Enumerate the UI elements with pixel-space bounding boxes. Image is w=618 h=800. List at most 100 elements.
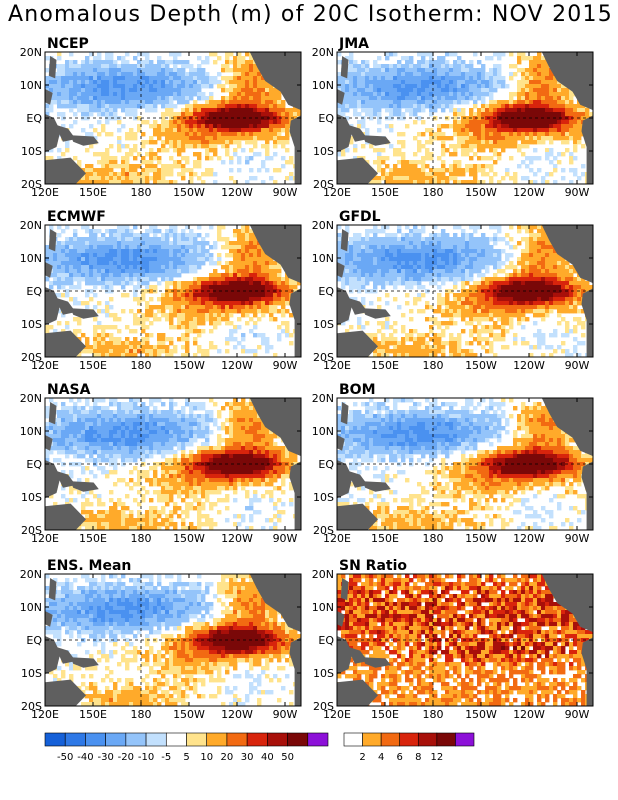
panel-title: SN Ratio bbox=[339, 558, 407, 574]
lat-tick-label: 20S bbox=[21, 524, 42, 537]
lon-tick-label: 150W bbox=[465, 708, 497, 721]
lon-tick-label: 120W bbox=[221, 708, 253, 721]
colorbar-label: -5 bbox=[161, 752, 171, 763]
lon-tick-label: 90W bbox=[273, 359, 298, 372]
lat-tick-label: 10S bbox=[313, 667, 334, 680]
lat-tick-label: 20S bbox=[21, 178, 42, 191]
colorbar-swatch bbox=[125, 732, 147, 747]
colorbar-label: 50 bbox=[281, 752, 294, 763]
colorbar-swatch bbox=[417, 732, 438, 747]
lon-tick-label: 90W bbox=[273, 532, 298, 545]
colorbar-swatch bbox=[455, 732, 475, 747]
colorbar-label: 12 bbox=[430, 752, 443, 763]
panel-title: NASA bbox=[47, 382, 91, 398]
colorbar-label: 4 bbox=[378, 752, 384, 763]
colorbar-label: 20 bbox=[221, 752, 234, 763]
colorbar-label: 40 bbox=[261, 752, 274, 763]
lat-tick-label: 10S bbox=[21, 318, 42, 331]
colorbar-swatch bbox=[85, 732, 106, 747]
colorbar-label: 10 bbox=[200, 752, 213, 763]
lat-tick-label: 20S bbox=[21, 351, 42, 364]
lon-tick-label: 120W bbox=[221, 532, 253, 545]
sn-colorbar: 2 4 6 8 12 bbox=[343, 732, 475, 763]
lon-tick-label: 120E bbox=[31, 708, 59, 721]
depth-colorbar: -50 -40 -30 -20 -10 -5 5 10 20 30 40 50 bbox=[44, 732, 329, 763]
colorbar-label: 30 bbox=[241, 752, 254, 763]
colorbar-swatch bbox=[64, 732, 86, 747]
lon-tick-label: 150E bbox=[79, 359, 107, 372]
panel-title: ECMWF bbox=[47, 209, 106, 225]
colorbar-swatch bbox=[287, 732, 309, 747]
colorbar-label: 8 bbox=[415, 752, 421, 763]
colorbar-label: -20 bbox=[118, 752, 134, 763]
colorbar-swatch bbox=[165, 732, 187, 747]
lon-tick-label: 120W bbox=[513, 708, 545, 721]
lon-tick-label: 90W bbox=[273, 708, 298, 721]
lon-tick-label: 120W bbox=[221, 186, 253, 199]
lon-tick-label: 150E bbox=[371, 532, 399, 545]
lon-tick-label: 90W bbox=[273, 186, 298, 199]
lat-tick-label: 10N bbox=[312, 425, 334, 438]
lon-tick-label: 180 bbox=[423, 708, 444, 721]
lat-tick-label: 20S bbox=[313, 178, 334, 191]
lat-tick-label: EQ bbox=[318, 112, 334, 125]
colorbar-label: -10 bbox=[138, 752, 154, 763]
lon-tick-label: 150E bbox=[79, 186, 107, 199]
colorbar-swatch bbox=[307, 732, 329, 747]
colorbar-label: 6 bbox=[397, 752, 403, 763]
colorbar-swatch bbox=[436, 732, 456, 747]
lon-tick-label: 120E bbox=[323, 708, 351, 721]
colorbar-swatch bbox=[246, 732, 268, 747]
colorbar-swatch bbox=[380, 732, 401, 747]
lat-tick-label: EQ bbox=[26, 458, 42, 471]
colorbar-label: 5 bbox=[183, 752, 189, 763]
lon-tick-label: 150W bbox=[173, 186, 205, 199]
lon-tick-label: 150E bbox=[371, 359, 399, 372]
lat-tick-label: 20N bbox=[312, 46, 334, 59]
lon-tick-label: 120E bbox=[323, 532, 351, 545]
lat-tick-label: EQ bbox=[318, 634, 334, 647]
lat-tick-label: 20S bbox=[21, 700, 42, 713]
lat-tick-label: EQ bbox=[318, 285, 334, 298]
lon-tick-label: 180 bbox=[131, 359, 152, 372]
lon-tick-label: 90W bbox=[565, 532, 590, 545]
panel-title: NCEP bbox=[47, 36, 89, 52]
lat-tick-label: 20N bbox=[312, 568, 334, 581]
lon-tick-label: 180 bbox=[131, 532, 152, 545]
colorbar-label: -50 bbox=[57, 752, 73, 763]
colorbar-label: -30 bbox=[97, 752, 113, 763]
lon-tick-label: 90W bbox=[565, 359, 590, 372]
lat-tick-label: 20N bbox=[312, 219, 334, 232]
lon-tick-label: 120E bbox=[31, 532, 59, 545]
lat-tick-label: 10S bbox=[21, 667, 42, 680]
colorbar-swatch bbox=[343, 732, 363, 747]
lon-tick-label: 180 bbox=[423, 359, 444, 372]
colorbar-label: 2 bbox=[359, 752, 365, 763]
lat-tick-label: 10S bbox=[313, 491, 334, 504]
colorbar-label: -40 bbox=[77, 752, 93, 763]
lat-tick-label: 10N bbox=[20, 425, 42, 438]
lon-tick-label: 150W bbox=[173, 532, 205, 545]
lat-tick-label: 10S bbox=[313, 145, 334, 158]
panel-title: JMA bbox=[338, 36, 369, 52]
lon-tick-label: 120E bbox=[323, 186, 351, 199]
lat-tick-label: 20N bbox=[20, 219, 42, 232]
lon-tick-label: 120W bbox=[513, 359, 545, 372]
lat-tick-label: EQ bbox=[26, 112, 42, 125]
lat-tick-label: 20S bbox=[313, 700, 334, 713]
panel-title: GFDL bbox=[339, 209, 381, 225]
panel-title: ENS. Mean bbox=[47, 558, 131, 574]
lat-tick-label: EQ bbox=[26, 634, 42, 647]
lon-tick-label: 120W bbox=[513, 532, 545, 545]
lon-tick-label: 150W bbox=[465, 359, 497, 372]
lon-tick-label: 90W bbox=[565, 186, 590, 199]
lon-tick-label: 90W bbox=[565, 708, 590, 721]
